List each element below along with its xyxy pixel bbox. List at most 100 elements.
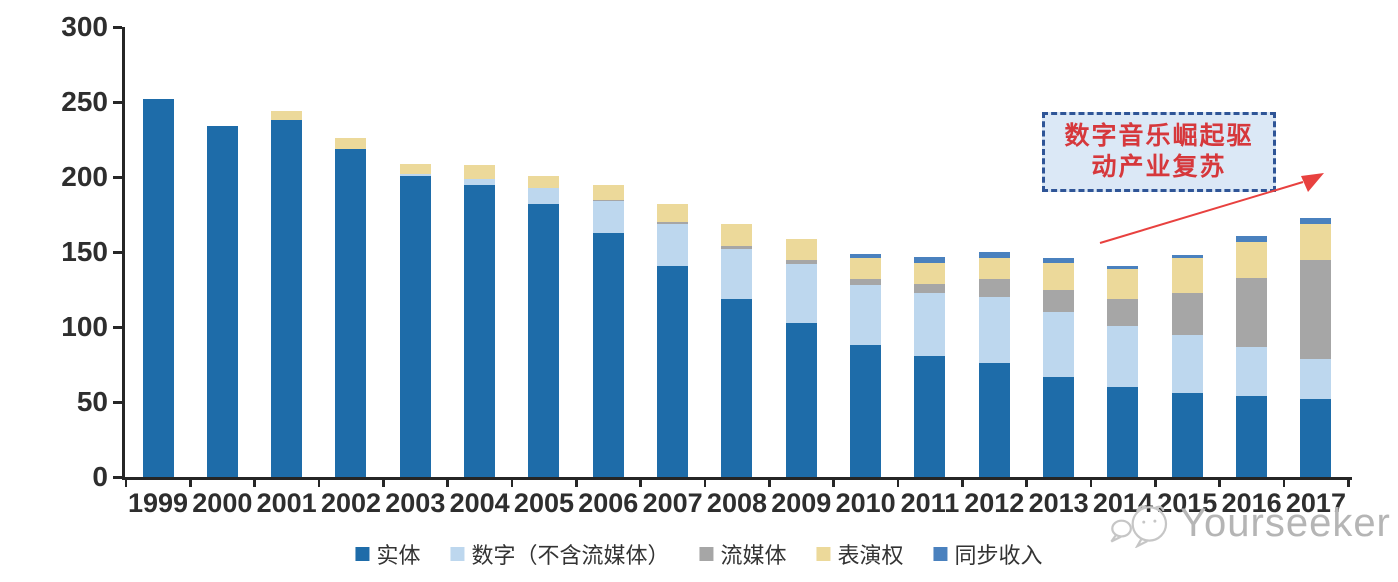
x-tick-label: 2004	[449, 488, 510, 518]
bar-segment-2008	[721, 246, 753, 249]
bar-segment-2013	[1043, 262, 1075, 290]
legend-item: 流媒体	[699, 538, 787, 570]
x-tick-label: 2002	[320, 488, 382, 518]
x-tick-label: 2008	[706, 488, 767, 518]
bar-segment-2008	[721, 298, 753, 477]
bar-segment-2011	[914, 283, 946, 293]
bar-segment-2010	[850, 345, 882, 477]
x-tick-label: 2012	[964, 488, 1025, 518]
bar-segment-2002	[335, 148, 367, 477]
x-tick-label: 2017	[1285, 488, 1346, 518]
bar-segment-2016	[1236, 346, 1268, 396]
annotation-text-line1: 数字音乐崛起驱	[1064, 122, 1254, 150]
y-tick-label: 50	[76, 386, 108, 417]
bar-segment-2017	[1300, 358, 1332, 399]
watermark-text: Yourseeker	[1180, 501, 1391, 545]
legend-label: 流媒体	[720, 543, 787, 568]
y-tick-label: 300	[61, 11, 108, 42]
x-axis-tick	[1154, 479, 1157, 487]
x-tick-label: 2000	[192, 488, 253, 518]
bar-segment-2007	[657, 204, 689, 222]
x-tick-label: 2005	[513, 488, 574, 518]
bar-segment-2015	[1171, 292, 1203, 335]
x-axis-tick	[253, 479, 256, 487]
x-tick-label: 2007	[642, 488, 703, 518]
bar-segment-2004	[464, 184, 496, 477]
legend-swatch-icon	[816, 547, 831, 561]
x-tick-label: 2015	[1157, 488, 1218, 518]
bar-segment-2007	[657, 223, 689, 266]
bar-segment-2013	[1043, 312, 1075, 377]
bar-segment-2001	[271, 111, 303, 120]
x-axis-tick	[961, 479, 964, 487]
y-tick-label: 0	[92, 461, 108, 492]
legend-item: 同步收入	[933, 538, 1043, 570]
x-tick-label: 2016	[1221, 488, 1282, 518]
y-tick-label: 250	[61, 86, 108, 117]
x-tick-label: 2014	[1092, 488, 1153, 518]
legend-item: 实体	[355, 538, 420, 570]
bar-segment-2016	[1236, 277, 1268, 347]
y-axis-tick	[113, 326, 122, 329]
legend-label: 实体	[376, 543, 421, 568]
annotation-box: 数字音乐崛起驱 动产业复苏	[1042, 112, 1276, 192]
x-axis-tick	[189, 479, 192, 487]
bar-segment-2010	[850, 285, 882, 345]
x-axis-tick	[510, 479, 514, 487]
bar-segment-2011	[914, 256, 946, 263]
bar-segment-2014	[1107, 265, 1139, 269]
legend-swatch-icon	[699, 547, 714, 561]
bar-segment-2012	[978, 258, 1010, 279]
bar-segment-2012	[978, 297, 1010, 363]
bar-segment-2009	[785, 238, 817, 260]
bar-segment-2017	[1300, 399, 1332, 477]
bar-segment-2005	[528, 204, 560, 477]
y-axis-tick	[113, 26, 122, 29]
y-axis-tick	[113, 251, 122, 254]
y-axis	[122, 27, 125, 477]
bar-segment-2013	[1043, 289, 1075, 312]
bar-segment-2016	[1236, 241, 1268, 278]
x-axis-tick	[832, 479, 835, 487]
x-axis-tick	[317, 479, 321, 487]
bar-segment-2011	[914, 262, 946, 284]
bar-segment-2011	[914, 355, 946, 477]
bar-segment-2012	[978, 279, 1010, 297]
bar-segment-2006	[592, 184, 624, 200]
x-axis-tick	[703, 479, 707, 487]
bar-segment-2006	[592, 232, 624, 477]
bar-segment-2015	[1171, 393, 1203, 477]
bar-segment-2010	[850, 253, 882, 258]
bar-segment-1999	[142, 99, 174, 477]
bar-segment-2002	[335, 138, 367, 149]
legend-item: 表演权	[816, 538, 904, 570]
bar-segment-2017	[1300, 223, 1332, 260]
bar-segment-2003	[399, 175, 431, 477]
bar-segment-2005	[528, 187, 560, 204]
watermark: Yourseeker	[1108, 498, 1391, 548]
x-axis-tick	[1089, 479, 1093, 487]
bar-segment-2005	[528, 175, 560, 188]
x-tick-label: 2010	[835, 488, 896, 518]
bar-segment-2007	[657, 265, 689, 477]
bar-segment-2008	[721, 223, 753, 246]
x-axis	[122, 477, 1352, 480]
x-axis-tick	[1282, 479, 1286, 487]
bar-segment-2012	[978, 252, 1010, 258]
x-axis-tick	[768, 479, 771, 487]
bar-segment-2015	[1171, 258, 1203, 293]
x-tick-label: 2006	[578, 488, 639, 518]
bar-segment-2009	[785, 322, 817, 477]
x-tick-label: 2013	[1028, 488, 1089, 518]
bar-segment-2013	[1043, 376, 1075, 477]
legend: 实体 数字（不含流媒体） 流媒体 表演权 同步收入	[355, 538, 1043, 570]
bar-segment-2006	[592, 199, 624, 201]
legend-swatch-icon	[355, 547, 370, 561]
x-tick-label: 1999	[127, 488, 189, 518]
legend-swatch-icon	[450, 547, 465, 561]
bar-segment-2004	[464, 178, 496, 185]
y-tick-label: 150	[61, 236, 108, 267]
legend-swatch-icon	[933, 547, 948, 561]
bar-segment-2014	[1107, 325, 1139, 387]
